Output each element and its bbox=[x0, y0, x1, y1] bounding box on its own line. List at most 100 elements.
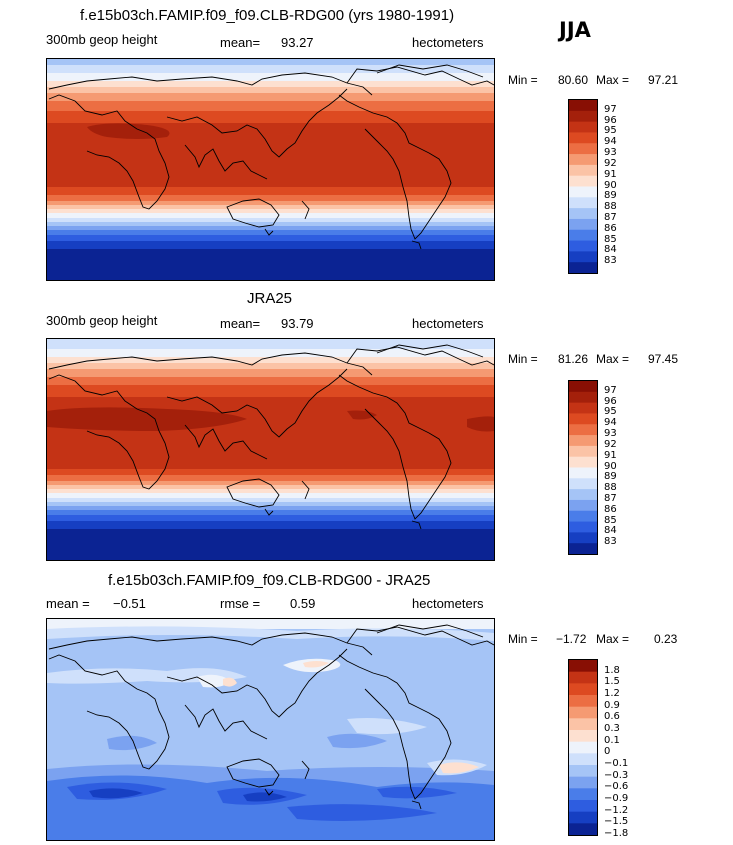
colorbar-swatch bbox=[569, 467, 597, 479]
colorbar-label: −1.5 bbox=[604, 816, 629, 828]
colorbar-swatch bbox=[569, 218, 597, 231]
colorbar-label: 90 bbox=[604, 460, 617, 472]
colorbar-label: −0.3 bbox=[604, 769, 629, 781]
colorbar-swatch bbox=[569, 489, 597, 501]
colorbar-label: 87 bbox=[604, 492, 617, 504]
colorbar-label: 88 bbox=[604, 201, 617, 213]
panel2-map bbox=[46, 338, 495, 561]
colorbar-swatch bbox=[569, 765, 597, 778]
colorbar-swatch bbox=[569, 262, 597, 273]
colorbar-label: 85 bbox=[604, 233, 617, 245]
colorbar-swatch bbox=[569, 100, 597, 112]
panel2-variable-label: 300mb geop height bbox=[46, 313, 158, 328]
colorbar-label: 0.9 bbox=[604, 699, 620, 711]
panel2-max-value: 97.45 bbox=[648, 352, 679, 366]
colorbar-label: 95 bbox=[604, 406, 617, 418]
colorbar-label: 91 bbox=[604, 168, 617, 180]
colorbar-label: 85 bbox=[604, 514, 617, 526]
panel3-max-value: 0.23 bbox=[654, 632, 678, 646]
colorbar-swatch bbox=[569, 402, 597, 414]
colorbar-label: 86 bbox=[604, 222, 617, 234]
panel3-coastlines bbox=[48, 624, 494, 810]
panel1-coastlines bbox=[48, 64, 494, 250]
colorbar-label: 89 bbox=[604, 471, 617, 483]
colorbar-label: 88 bbox=[604, 482, 617, 494]
colorbar-swatch bbox=[569, 660, 597, 673]
colorbar-label: 94 bbox=[604, 417, 617, 429]
panel3-mean-label: mean = bbox=[46, 596, 90, 611]
colorbar-swatch bbox=[569, 445, 597, 458]
panel2-min-value: 81.26 bbox=[558, 352, 589, 366]
colorbar-swatch bbox=[569, 186, 597, 198]
colorbar-swatch bbox=[569, 510, 597, 523]
colorbar-swatch bbox=[569, 741, 597, 754]
colorbar-label: 97 bbox=[604, 384, 617, 396]
colorbar-label: 1.5 bbox=[604, 676, 620, 688]
panel1-mean-value: 93.27 bbox=[281, 35, 314, 50]
colorbar-label: 0.1 bbox=[604, 734, 620, 746]
panel1-mean-label: mean= bbox=[220, 35, 261, 50]
panel3-mean-value: −0.51 bbox=[113, 596, 146, 611]
panel2-units: hectometers bbox=[412, 316, 484, 331]
colorbar-swatch bbox=[569, 753, 597, 766]
colorbar-label: 83 bbox=[604, 255, 617, 267]
colorbar-label: −1.8 bbox=[604, 828, 629, 839]
colorbar-swatch bbox=[569, 521, 597, 533]
colorbar-label: 93 bbox=[604, 428, 617, 440]
colorbar-swatch bbox=[569, 381, 597, 393]
colorbar-swatch bbox=[569, 197, 597, 209]
panel2-max-label: Max = bbox=[596, 352, 630, 366]
colorbar-swatch bbox=[569, 695, 597, 708]
season-label: JJA bbox=[559, 18, 591, 42]
colorbar-swatch bbox=[569, 478, 597, 490]
colorbar-label: 92 bbox=[604, 157, 617, 169]
colorbar-swatch bbox=[569, 435, 597, 447]
colorbar-label: 84 bbox=[604, 244, 617, 256]
panel1-max-value: 97.21 bbox=[648, 73, 679, 87]
colorbar-label: 97 bbox=[604, 103, 617, 115]
colorbar-swatch bbox=[569, 110, 597, 123]
colorbar-swatch bbox=[569, 121, 597, 133]
panel1-max-label: Max = bbox=[596, 73, 630, 87]
colorbar-swatch bbox=[569, 413, 597, 425]
colorbar-label: 96 bbox=[604, 114, 617, 126]
colorbar-label: 83 bbox=[604, 536, 617, 548]
colorbar-label: 90 bbox=[604, 179, 617, 191]
colorbar-label: 0.3 bbox=[604, 723, 620, 734]
colorbar-label: 84 bbox=[604, 525, 617, 537]
colorbar-swatch bbox=[569, 706, 597, 719]
panel2-title: JRA25 bbox=[247, 290, 293, 307]
colorbar-swatch bbox=[569, 132, 597, 144]
colorbar-label: 89 bbox=[604, 190, 617, 202]
panel3-colorbar bbox=[568, 659, 598, 836]
panel1-title: f.e15b03ch.FAMIP.f09_f09.CLB-RDG00 (yrs … bbox=[80, 7, 455, 24]
colorbar-label: −0.1 bbox=[604, 758, 629, 769]
colorbar-swatch bbox=[569, 800, 597, 813]
colorbar-swatch bbox=[569, 543, 597, 554]
colorbar-swatch bbox=[569, 532, 597, 544]
colorbar-swatch bbox=[569, 671, 597, 684]
colorbar-swatch bbox=[569, 240, 597, 252]
colorbar-swatch bbox=[569, 788, 597, 801]
colorbar-label: −0.6 bbox=[604, 781, 629, 793]
panel1-min-label: Min = bbox=[508, 73, 538, 87]
colorbar-swatch bbox=[569, 823, 597, 835]
colorbar-swatch bbox=[569, 391, 597, 404]
colorbar-swatch bbox=[569, 730, 597, 743]
panel2-colorbar bbox=[568, 380, 598, 555]
colorbar-label: 0.6 bbox=[604, 711, 620, 723]
panel1-map bbox=[46, 58, 495, 281]
panel3-units: hectometers bbox=[412, 596, 484, 611]
panel3-rmse-label: rmse = bbox=[220, 596, 261, 611]
colorbar-swatch bbox=[569, 811, 597, 824]
colorbar-swatch bbox=[569, 143, 597, 155]
panel3-title: f.e15b03ch.FAMIP.f09_f09.CLB-RDG00 - JRA… bbox=[108, 572, 431, 589]
colorbar-swatch bbox=[569, 683, 597, 696]
colorbar-swatch bbox=[569, 208, 597, 220]
colorbar-label: −0.9 bbox=[604, 793, 629, 804]
panel2-mean-value: 93.79 bbox=[281, 316, 314, 331]
colorbar-label: 86 bbox=[604, 503, 617, 515]
colorbar-swatch bbox=[569, 175, 597, 187]
colorbar-swatch bbox=[569, 776, 597, 789]
colorbar-swatch bbox=[569, 424, 597, 436]
